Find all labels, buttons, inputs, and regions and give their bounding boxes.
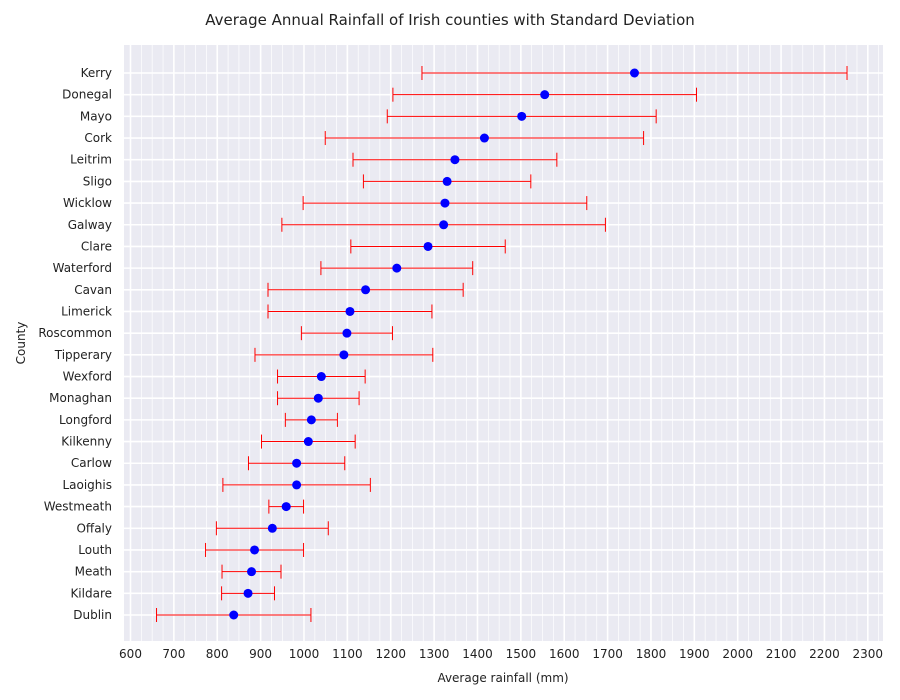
mean-point [229,610,239,620]
y-tick-label: Cork [84,131,112,145]
y-tick-label: Meath [75,565,112,579]
y-tick-label: Cavan [74,283,112,297]
y-tick-labels: Kerry Donegal Mayo Cork Leitrim Sligo Wicklow G… [38,66,112,622]
y-tick-label: Roscommon [38,326,112,340]
mean-point [247,567,257,577]
x-axis-label: Average rainfall (mm) [437,671,568,685]
x-tick-labels: 600 700 800 900 1000 1100 1200 1300 1400 1500 1600… [119,647,883,661]
y-tick-label: Donegal [62,88,112,102]
x-tick-label: 900 [249,647,272,661]
y-tick-label: Sligo [83,174,112,188]
y-tick-label: Carlow [71,456,112,470]
mean-point [267,523,277,533]
mean-point [361,285,371,295]
y-tick-label: Kilkenny [61,435,112,449]
x-tick-label: 2000 [722,647,753,661]
x-tick-label: 2100 [766,647,797,661]
x-tick-label: 1600 [549,647,580,661]
mean-point [479,133,489,143]
x-tick-label: 1200 [375,647,406,661]
y-tick-label: Clare [81,239,112,253]
y-tick-label: Galway [68,218,112,232]
y-tick-label: Limerick [61,304,112,318]
y-tick-label: Tipperary [54,348,112,362]
y-tick-label: Kildare [70,586,112,600]
y-tick-label: Kerry [81,66,112,80]
mean-point [339,350,349,360]
chart-title: Average Annual Rainfall of Irish countie… [205,11,695,29]
y-tick-label: Louth [78,543,112,557]
mean-point [342,328,352,338]
x-tick-label: 1400 [462,647,493,661]
mean-point [306,415,316,425]
mean-point [292,480,302,490]
y-tick-label: Dublin [73,608,112,622]
y-tick-label: Westmeath [44,500,112,514]
x-tick-label: 1700 [592,647,623,661]
mean-point [303,437,313,447]
y-tick-label: Wicklow [63,196,112,210]
y-tick-label: Mayo [80,109,112,123]
x-tick-label: 600 [119,647,142,661]
x-tick-label: 1000 [289,647,320,661]
mean-point [281,502,291,512]
mean-point [450,155,460,165]
mean-point [292,458,302,468]
mean-points [229,68,639,620]
mean-point [540,90,550,100]
mean-point [243,588,253,598]
mean-point [345,306,355,316]
y-axis-label: County [14,322,28,365]
x-tick-label: 1300 [419,647,450,661]
x-tick-label: 2300 [853,647,884,661]
mean-point [440,198,450,208]
x-tick-label: 2200 [809,647,840,661]
mean-point [392,263,402,273]
mean-point [250,545,260,555]
mean-point [423,241,433,251]
y-tick-label: Longford [59,413,112,427]
x-tick-label: 1800 [636,647,667,661]
mean-point [439,220,449,230]
mean-point [313,393,323,403]
x-tick-label: 1900 [679,647,710,661]
mean-point [442,176,452,186]
y-tick-label: Leitrim [70,153,112,167]
mean-point [629,68,639,78]
plot-area [124,45,883,641]
x-tick-label: 700 [162,647,185,661]
mean-point [316,372,326,382]
x-tick-label: 800 [206,647,229,661]
y-tick-label: Monaghan [49,391,112,405]
y-tick-label: Offaly [76,521,112,535]
x-tick-label: 1100 [332,647,363,661]
y-tick-label: Waterford [53,261,112,275]
mean-point [517,111,527,121]
x-tick-label: 1500 [506,647,537,661]
y-tick-label: Laoighis [62,478,112,492]
y-tick-label: Wexford [63,370,112,384]
